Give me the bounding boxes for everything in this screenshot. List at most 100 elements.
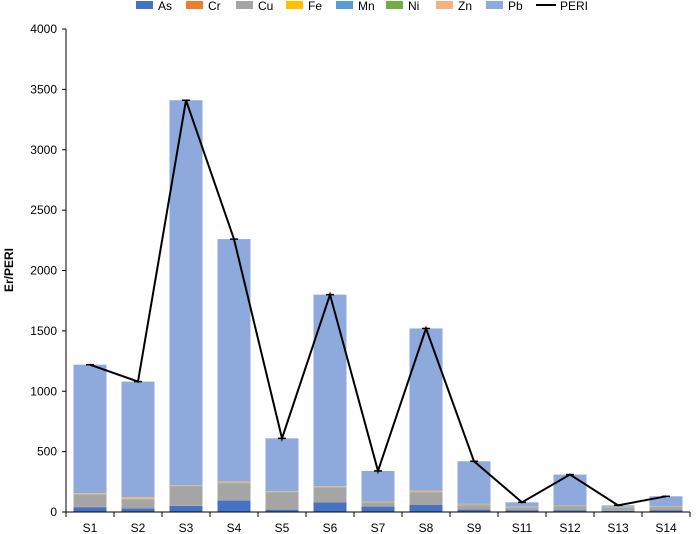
legend-label: Zn	[458, 0, 472, 13]
legend-label: Cu	[258, 0, 273, 13]
x-axis-ticks: S1 S2 S3 S4 S5 S6 S7 S8 S9 S11 S12 S13 S14	[65, 512, 691, 534]
bar-stack	[217, 239, 251, 512]
legend-swatch	[186, 1, 203, 9]
y-tick-label: 0	[50, 505, 57, 519]
x-tick-label: S8	[419, 521, 434, 534]
y-axis-label: Er/PERI	[2, 248, 16, 292]
x-tick-label: S6	[323, 521, 338, 534]
bar-segment-pb	[649, 496, 683, 507]
bar-segment-cu	[313, 487, 347, 503]
bar-segment-cu	[457, 505, 491, 510]
bar-stack	[121, 381, 155, 512]
bar-segment-as	[121, 508, 155, 512]
bar-segment-as	[313, 502, 347, 512]
legend-label: Cr	[208, 0, 221, 13]
bar-segment-pb	[553, 474, 587, 506]
x-tick-label: S7	[371, 521, 386, 534]
y-tick-label: 500	[37, 445, 57, 459]
bar-segment-as	[73, 507, 107, 512]
bar-segment-as	[217, 500, 251, 512]
legend-swatch	[236, 1, 253, 9]
bar-segment-zn	[217, 481, 251, 483]
y-tick-label: 2000	[30, 264, 57, 278]
bar-segment-cu	[169, 486, 203, 506]
x-tick-label: S12	[559, 521, 581, 534]
legend-item: Mn	[336, 0, 375, 13]
legend-item: Ni	[386, 0, 419, 13]
bar-segment-cu	[649, 507, 683, 511]
bar-segment-cu	[121, 499, 155, 509]
bar-segment-pb	[265, 438, 299, 492]
x-tick-label: S3	[179, 521, 194, 534]
legend-swatch	[386, 1, 403, 9]
bar-segment-zn	[121, 497, 155, 499]
bar-segment-cu	[361, 502, 395, 507]
bar-segment-zn	[169, 485, 203, 486]
bar-segment-cu	[601, 507, 635, 511]
x-tick-label: S11	[512, 521, 533, 534]
y-tick-label: 3000	[30, 143, 57, 157]
bar-segment-zn	[73, 493, 107, 495]
bar-segment-as	[505, 510, 539, 512]
x-tick-label: S4	[227, 521, 242, 534]
axes	[65, 29, 690, 513]
legend-label: Pb	[508, 0, 523, 13]
bar-stack	[409, 328, 443, 512]
legend-swatch	[336, 1, 353, 9]
bar-segment-as	[553, 510, 587, 512]
bar-segment-cu	[409, 492, 443, 505]
bar-segment-pb	[73, 364, 107, 494]
x-tick-label: S5	[275, 521, 290, 534]
bar-segment-pb	[361, 470, 395, 502]
bar-segment-as	[649, 510, 683, 512]
bar-segment-pb	[457, 461, 491, 504]
bar-segment-zn	[457, 503, 491, 505]
legend-label: Fe	[308, 0, 322, 13]
bar-stack	[265, 438, 299, 512]
y-tick-label: 1000	[30, 384, 57, 398]
legend-item: As	[136, 0, 172, 13]
bar-stack	[457, 461, 491, 512]
bar-segment-cu	[265, 492, 299, 510]
legend-item: Zn	[436, 0, 472, 13]
legend-swatch	[436, 1, 453, 9]
bar-segment-zn	[265, 491, 299, 492]
bar-stack	[649, 496, 683, 512]
legend-item: PERI	[536, 0, 588, 13]
legend-label: PERI	[560, 0, 588, 13]
bar-segment-pb	[505, 502, 539, 507]
bar-segment-pb	[217, 239, 251, 482]
legend-swatch	[486, 1, 503, 9]
legend-label: Mn	[358, 0, 375, 13]
y-tick-label: 3500	[30, 82, 57, 96]
bar-segment-pb	[409, 328, 443, 491]
bar-segment-cu	[553, 506, 587, 511]
legend-item: Cu	[236, 0, 273, 13]
legend-label: As	[158, 0, 172, 13]
bar-stack	[553, 474, 587, 512]
bar-segment-as	[601, 510, 635, 512]
bar-segment-cu	[73, 494, 107, 507]
x-tick-label: S9	[467, 521, 482, 534]
y-tick-label: 2500	[30, 203, 57, 217]
bar-segment-pb	[313, 294, 347, 487]
bar-segment-as	[361, 506, 395, 512]
x-tick-label: S13	[607, 521, 629, 534]
x-tick-label: S2	[131, 521, 146, 534]
y-tick-label: 4000	[30, 22, 57, 36]
bar-segment-pb	[169, 100, 203, 486]
bar-stack	[361, 470, 395, 512]
y-tick-label: 1500	[30, 324, 57, 338]
legend: As Cr Cu Fe Mn Ni Zn Pb PERI	[136, 0, 588, 13]
bar-segment-as	[457, 509, 491, 512]
x-tick-label: S1	[83, 521, 98, 534]
x-tick-label: S14	[655, 521, 677, 534]
bar-stack	[505, 502, 539, 512]
bar-segment-as	[169, 505, 203, 512]
legend-item: Pb	[486, 0, 523, 13]
y-axis-ticks: 0 500 1000 1500 2000 2500 3000 3500 4000	[30, 22, 66, 519]
legend-swatch	[136, 1, 153, 9]
bar-stack	[73, 364, 107, 512]
peri-line-layer	[86, 99, 670, 507]
